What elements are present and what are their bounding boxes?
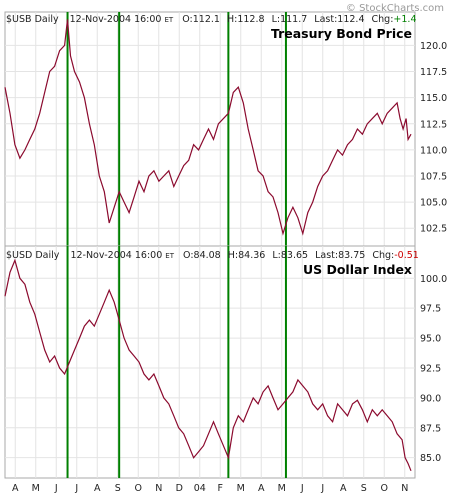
us-dollar-gridlines [5,246,415,478]
header-open-label: O: [183,250,194,261]
watermark: © StockCharts.com [346,3,444,14]
header-high-label: H: [227,14,237,25]
y-tick-label: 107.5 [420,172,447,183]
header-high: 84.36 [238,250,265,261]
treasury-bond-y-ticks: 102.5 105.0 107.5 110.0 112.5 115.0 117.5 120.0 [420,41,447,235]
x-tick-label: A [258,483,265,494]
x-tick-label: S [115,483,121,494]
header-low: 111.7 [280,14,307,25]
header-tz: ET [165,252,174,260]
x-tick-label: N [401,483,408,494]
y-tick-label: 120.0 [420,41,447,52]
us-dollar-plot-frame [4,245,416,479]
header-low: 83.65 [281,250,308,261]
header-symbol: $USB Daily [6,14,59,25]
header-date: 12-Nov-2004 16:00 [70,250,162,261]
x-axis-month-labels: A M J J A S O N D 04 F M A M J J A S O N [12,483,408,494]
x-tick-label: M [237,483,245,494]
header-last: 112.4 [337,14,364,25]
y-tick-label: 90.0 [420,393,441,404]
us-dollar-header: $USD Daily 12-Nov-2004 16:00 ET O:84.08 … [6,250,419,261]
y-tick-label: 100.0 [420,274,447,285]
treasury-bond-title: Treasury Bond Price [271,26,412,41]
header-open: 84.08 [194,250,221,261]
x-tick-label: S [361,483,367,494]
x-tick-label: J [300,483,304,494]
header-high-label: H: [228,250,238,261]
x-tick-label: O [135,483,142,494]
header-chg-label: Chg: [372,14,394,25]
treasury-bond-vertical-lines [66,12,287,246]
header-chg: -0.51 [394,250,419,261]
y-tick-label: 102.5 [420,224,447,235]
treasury-bond-panel: 102.5 105.0 107.5 110.0 112.5 115.0 117.5 120.0… [4,3,447,247]
header-last: 83.75 [338,250,365,261]
header-low-label: L: [272,250,281,261]
x-tick-label: F [218,483,223,494]
us-dollar-y-ticks: 85.0 87.5 90.0 92.5 95.0 97.5 100.0 [420,274,447,464]
x-tick-label: J [74,483,78,494]
y-tick-label: 87.5 [420,423,441,434]
x-tick-label: D [176,483,183,494]
y-tick-label: 110.0 [420,145,447,156]
header-date: 12-Nov-2004 16:00 [70,14,162,25]
treasury-bond-gridlines [5,12,415,246]
treasury-bond-header: $USB Daily 12-Nov-2004 16:00 ET O:112.1 … [6,14,417,25]
x-tick-label: A [94,483,101,494]
y-tick-label: 97.5 [420,304,441,315]
x-tick-label: M [278,483,286,494]
x-tick-label: J [54,483,58,494]
y-tick-label: 85.0 [420,453,441,464]
treasury-bond-price-line [4,19,412,236]
y-tick-label: 92.5 [420,363,441,374]
y-tick-label: 117.5 [420,67,447,78]
us-dollar-vertical-lines [66,246,287,478]
us-dollar-index-line [4,258,412,472]
y-tick-label: 95.0 [420,334,441,345]
header-chg: +1.4 [393,14,416,25]
y-tick-label: 105.0 [420,198,447,209]
treasury-bond-plot-frame [4,11,416,247]
y-tick-label: 115.0 [420,93,447,104]
x-tick-label: A [340,483,347,494]
us-dollar-title: US Dollar Index [303,262,412,277]
x-tick-label: M [32,483,40,494]
x-tick-label: O [381,483,388,494]
header-last-label: Last: [315,250,338,261]
header-open: 112.1 [193,14,220,25]
header-open-label: O: [182,14,193,25]
header-chg-label: Chg: [372,250,394,261]
header-tz: ET [164,16,173,24]
header-high: 112.8 [237,14,264,25]
header-last-label: Last: [314,14,337,25]
x-tick-label: N [155,483,162,494]
header-symbol: $USD Daily [6,250,60,261]
x-tick-label: A [12,483,19,494]
header-low-label: L: [272,14,281,25]
y-tick-label: 112.5 [420,119,447,130]
us-dollar-panel: 85.0 87.5 90.0 92.5 95.0 97.5 100.0 $USD Daily… [4,245,447,479]
x-tick-label: 04 [194,483,206,494]
x-tick-label: J [320,483,324,494]
